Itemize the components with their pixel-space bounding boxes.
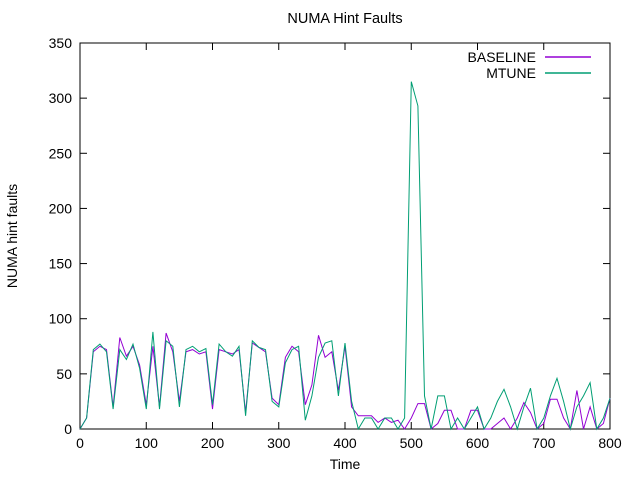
- x-axis-label: Time: [330, 456, 361, 472]
- x-tick-label: 100: [135, 435, 159, 451]
- x-tick-label: 700: [532, 435, 556, 451]
- y-tick-label: 100: [49, 311, 73, 327]
- y-axis-label: NUMA hint faults: [4, 184, 20, 288]
- x-axis-ticks: 0 100 200 300 400 500 600 700 800: [76, 43, 622, 451]
- y-axis-ticks: 0 50 100 150 200 250 300 350: [49, 35, 610, 437]
- y-tick-label: 250: [49, 145, 73, 161]
- x-tick-label: 200: [201, 435, 225, 451]
- series-line-mtune: [79, 81, 611, 431]
- y-tick-label: 0: [64, 421, 72, 437]
- legend-label-baseline: BASELINE: [468, 49, 536, 65]
- x-tick-label: 0: [76, 435, 84, 451]
- y-tick-label: 300: [49, 90, 73, 106]
- x-tick-label: 300: [267, 435, 291, 451]
- y-tick-label: 150: [49, 256, 73, 272]
- x-tick-label: 500: [400, 435, 424, 451]
- y-tick-label: 350: [49, 35, 73, 51]
- x-tick-label: 800: [598, 435, 622, 451]
- y-tick-label: 200: [49, 200, 73, 216]
- series-lines: [79, 81, 611, 431]
- chart-title: NUMA Hint Faults: [287, 11, 402, 27]
- y-tick-label: 50: [56, 366, 72, 382]
- series-line-baseline: [79, 332, 611, 431]
- legend-label-mtune: MTUNE: [486, 65, 536, 81]
- x-tick-label: 400: [333, 435, 357, 451]
- x-tick-label: 600: [466, 435, 490, 451]
- plot-frame: [79, 42, 611, 430]
- legend: BASELINE MTUNE: [468, 49, 591, 81]
